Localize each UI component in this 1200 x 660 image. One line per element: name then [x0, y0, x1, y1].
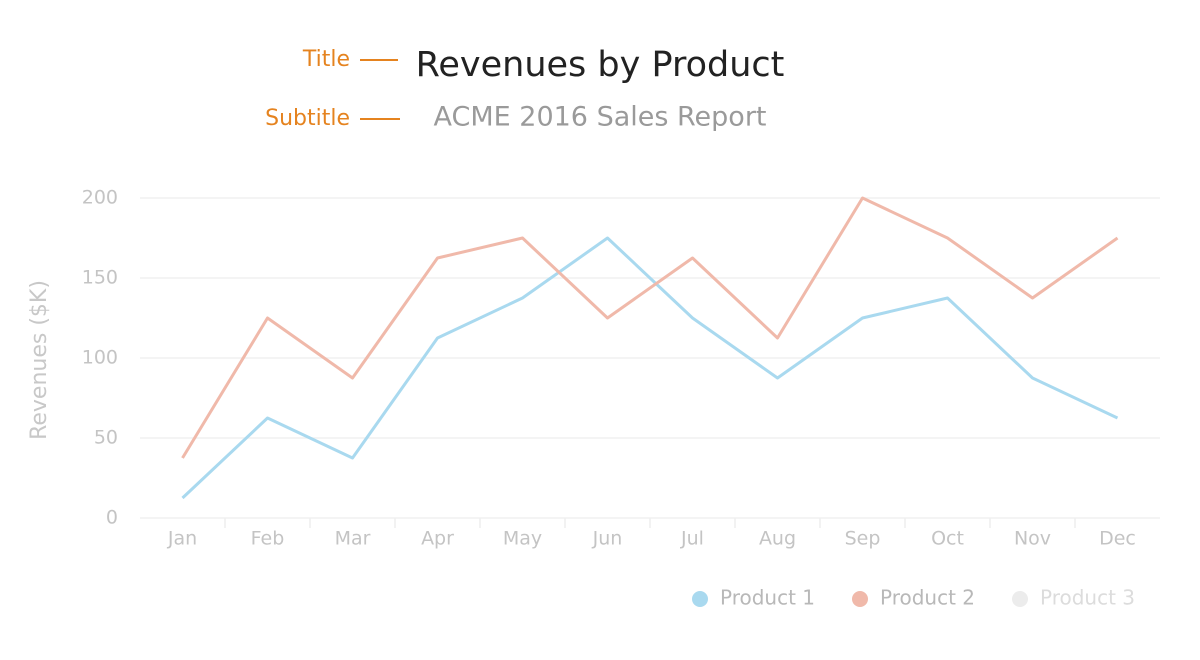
- y-tick-label: 50: [94, 427, 118, 449]
- chart-subtitle: ACME 2016 Sales Report: [433, 102, 766, 133]
- annotation: Subtitle: [265, 106, 350, 131]
- y-tick-label: 0: [106, 507, 118, 529]
- chart-title: Revenues by Product: [416, 45, 785, 85]
- y-axis-label: Revenues ($K): [27, 280, 52, 440]
- y-tick-label: 150: [82, 267, 118, 289]
- x-tick-label: Aug: [759, 528, 796, 550]
- x-tick-label: May: [503, 528, 542, 550]
- legend-label: Product 3: [1040, 586, 1135, 610]
- x-tick-label: Jul: [680, 528, 704, 550]
- x-tick-label: Nov: [1014, 528, 1051, 550]
- annotation: Title: [302, 47, 350, 72]
- legend-marker: [852, 591, 868, 607]
- x-tick-label: Sep: [845, 528, 881, 550]
- series-line: [181, 196, 1119, 459]
- y-tick-label: 200: [82, 187, 118, 209]
- series-line: [181, 236, 1119, 500]
- x-tick-label: Apr: [421, 528, 454, 550]
- x-tick-label: Feb: [251, 528, 285, 550]
- x-tick-label: Jan: [167, 528, 197, 550]
- x-tick-label: Mar: [335, 528, 371, 550]
- legend-marker: [692, 591, 708, 607]
- y-tick-label: 100: [82, 347, 118, 369]
- legend-marker: [1012, 591, 1028, 607]
- x-tick-label: Dec: [1099, 528, 1136, 550]
- legend-label: Product 1: [720, 586, 815, 610]
- legend-label: Product 2: [880, 586, 975, 610]
- x-tick-label: Jun: [592, 528, 623, 550]
- x-tick-label: Oct: [931, 528, 964, 550]
